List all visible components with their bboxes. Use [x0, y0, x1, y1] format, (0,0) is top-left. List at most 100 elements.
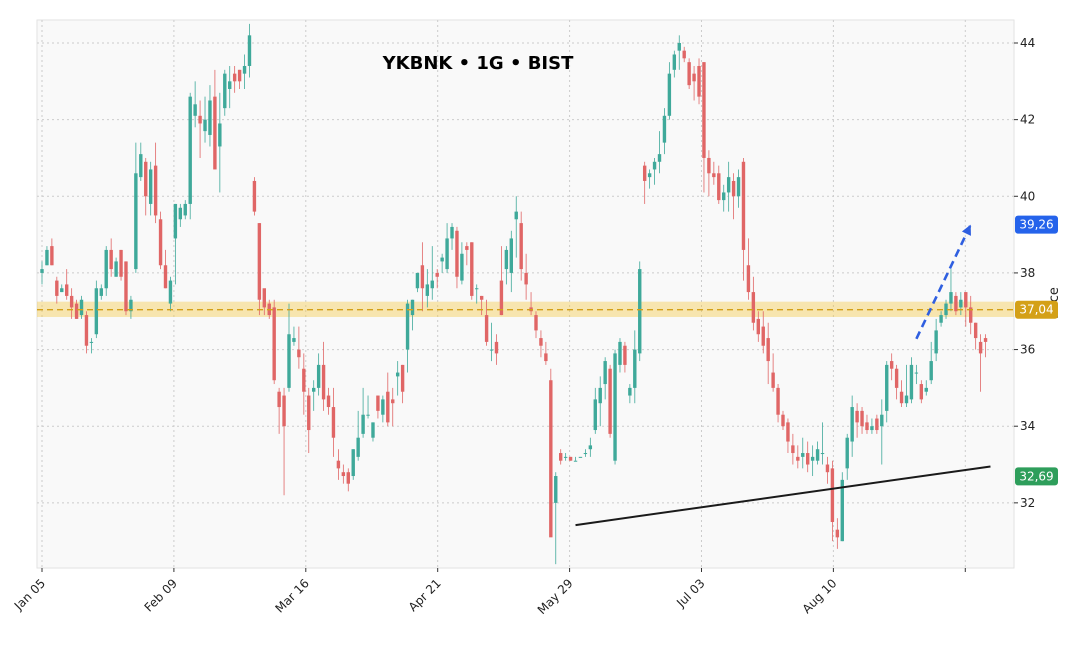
candle-body: [647, 173, 652, 178]
candle: [766, 322, 770, 385]
candle-body: [672, 54, 677, 70]
candle-body: [578, 456, 583, 458]
candle-body: [60, 288, 64, 293]
candle-body: [875, 418, 879, 431]
trendline-price-badge: 32,69: [1015, 467, 1058, 486]
y-tick-label: 34: [1020, 419, 1035, 433]
candle: [479, 295, 484, 316]
candle: [855, 403, 859, 438]
candle-body: [326, 395, 331, 408]
candle-body: [983, 338, 988, 342]
candle-body: [944, 303, 948, 316]
candle: [815, 441, 820, 465]
candle: [381, 395, 385, 423]
candle-body: [796, 456, 800, 461]
candle: [514, 196, 518, 258]
candle-body: [514, 211, 518, 220]
candle: [563, 453, 568, 461]
candle-body: [845, 437, 849, 469]
candle-body: [242, 65, 247, 74]
candle: [440, 253, 444, 273]
candle: [801, 437, 805, 469]
candle: [657, 131, 662, 174]
candle: [232, 65, 237, 93]
candle: [183, 200, 187, 220]
candle: [973, 322, 978, 350]
candle-body: [134, 173, 138, 270]
candle-body: [494, 341, 499, 354]
candle-body: [746, 265, 751, 293]
candle: [603, 357, 607, 400]
candle-body: [50, 246, 54, 266]
candle: [959, 292, 963, 316]
candle-body: [889, 361, 894, 369]
candle: [366, 395, 370, 419]
candle: [415, 272, 420, 293]
candle: [983, 334, 988, 358]
candle: [638, 261, 642, 362]
overlays: [37, 224, 1014, 527]
candle-body: [909, 364, 914, 400]
candle-body: [445, 238, 449, 270]
candle-body: [65, 284, 69, 296]
candle: [470, 242, 474, 300]
candle: [889, 353, 894, 381]
candle-body: [899, 391, 904, 404]
candle-body: [99, 288, 103, 296]
candle-body: [381, 399, 385, 415]
candle: [875, 414, 879, 434]
candle-body: [534, 315, 538, 331]
candle-body: [440, 257, 444, 262]
candle: [761, 311, 765, 354]
candle-body: [282, 395, 286, 427]
candle-body: [628, 387, 632, 396]
candle-body: [613, 353, 617, 461]
candle-body: [455, 230, 459, 277]
candle: [583, 449, 588, 457]
candle: [50, 238, 54, 266]
candle-body: [237, 69, 242, 82]
candle: [410, 299, 415, 331]
candle-body: [430, 280, 434, 289]
candle-body: [722, 192, 726, 201]
candle: [307, 387, 311, 454]
candle-body: [801, 453, 805, 457]
candle: [771, 353, 775, 392]
candle: [914, 364, 919, 385]
candle-body: [153, 165, 158, 216]
candle-body: [395, 372, 400, 377]
candle: [894, 364, 899, 400]
candle: [242, 54, 247, 89]
candle: [331, 387, 336, 457]
candle-body: [129, 299, 133, 312]
candle: [949, 269, 953, 312]
candle: [608, 364, 612, 438]
candle: [613, 349, 617, 465]
candle-body: [652, 161, 657, 170]
candle: [707, 150, 711, 197]
candle: [302, 353, 306, 415]
candle: [178, 203, 183, 227]
candle: [341, 464, 346, 484]
candle-body: [573, 460, 578, 462]
candle: [929, 341, 933, 385]
candle-body: [460, 253, 464, 281]
candle: [593, 387, 597, 434]
candle-body: [420, 265, 425, 289]
candle-body: [751, 292, 756, 323]
candle-body: [262, 288, 266, 308]
candle: [40, 261, 44, 285]
candle-body: [880, 414, 884, 427]
candle-body: [771, 372, 775, 388]
candle: [672, 50, 677, 78]
candle-body: [519, 223, 523, 270]
candle-body: [218, 123, 222, 147]
candle: [163, 249, 168, 289]
candle: [825, 456, 830, 484]
candle-body: [124, 261, 128, 312]
projection-arrowhead: [961, 224, 971, 236]
candle-body: [40, 269, 44, 273]
candle: [405, 299, 410, 373]
candle: [346, 468, 350, 492]
candle: [904, 364, 909, 408]
